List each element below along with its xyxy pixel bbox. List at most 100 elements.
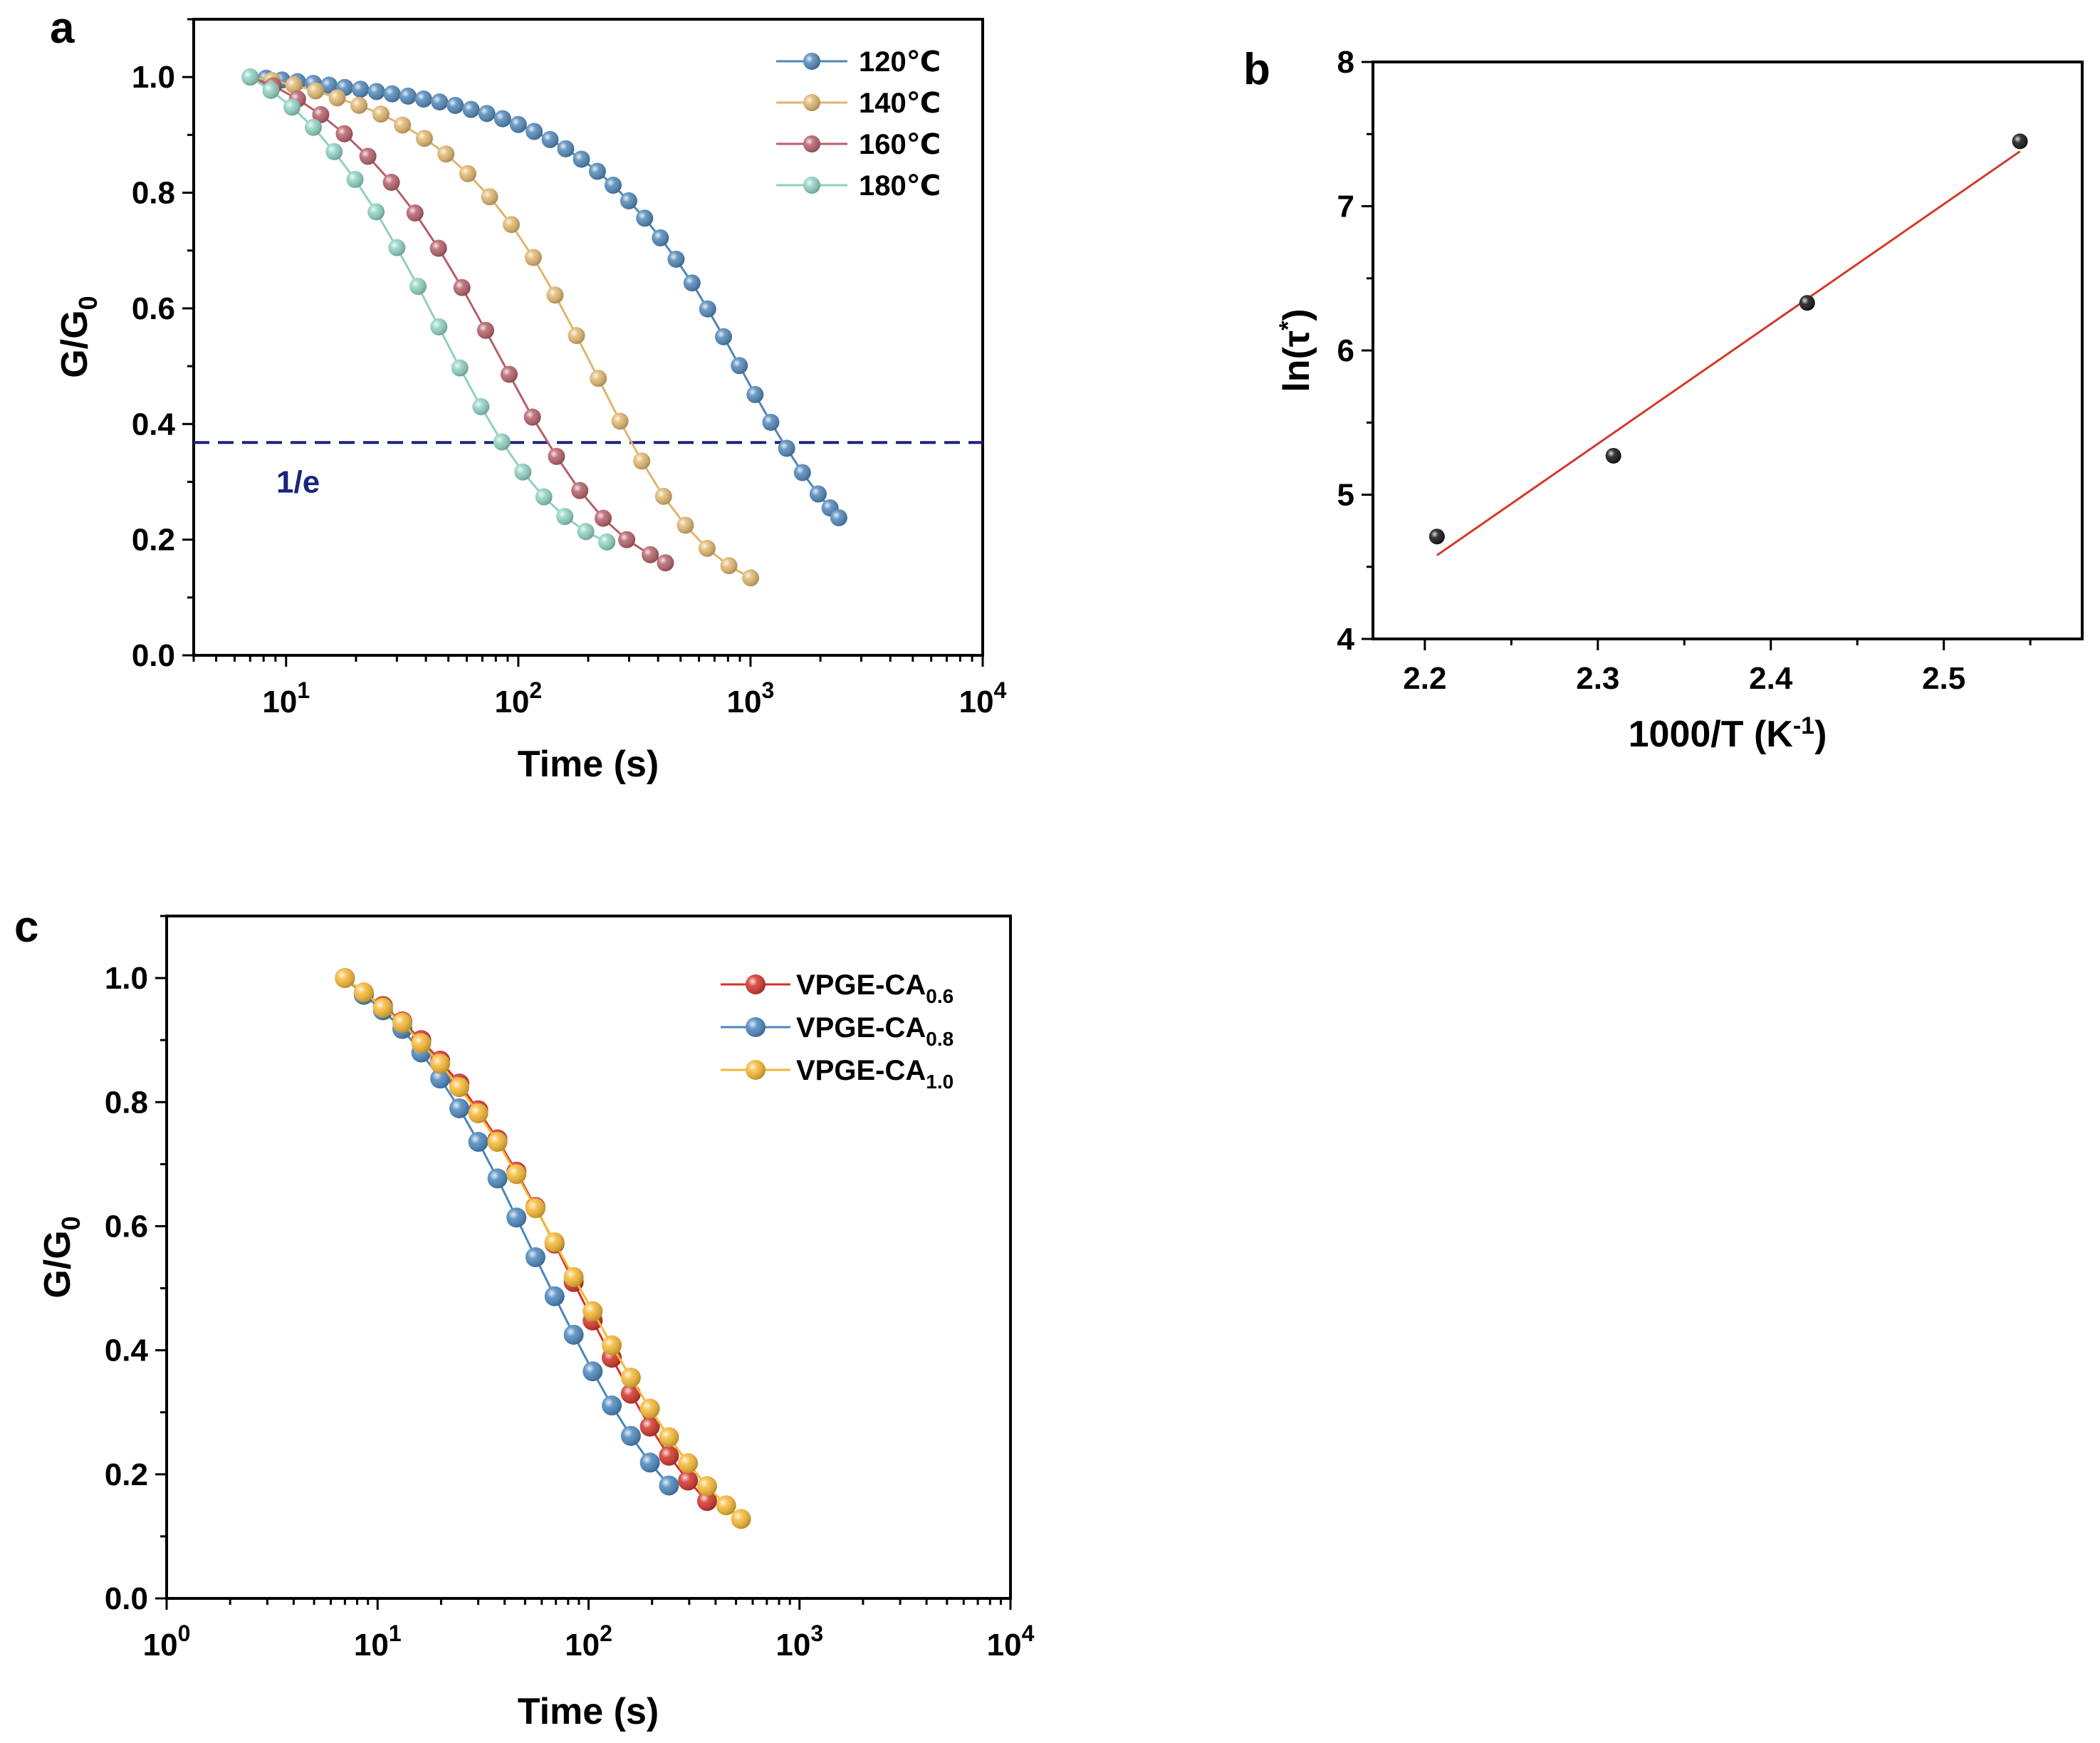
panel-a: a 101 102 103 104 0.0 0.2 0.4 0.6 0.8 1.0 1/e 12… (50, 4, 1007, 785)
panel-a-data-point (604, 176, 622, 194)
panel-a-data-point (526, 123, 543, 140)
panel-a-data-point-shine (548, 447, 565, 465)
panel-a-data-point-shine (523, 408, 541, 426)
panel-c-data-point (335, 968, 355, 989)
panel-c-data-point (430, 1053, 451, 1074)
panel-c-y-tick-label: 1.0 (105, 961, 148, 996)
panel-a-data-point (667, 250, 685, 268)
panel-c-data-point-shine (353, 982, 374, 1003)
panel-a-data-point (611, 412, 629, 430)
panel-a-data-point (478, 105, 496, 123)
panel-a-data-point (642, 546, 659, 563)
panel-a-data-point-shine (577, 523, 595, 541)
panel-a-data-point (346, 170, 364, 188)
panel-a-data-point (500, 365, 518, 383)
panel-c-series-line (344, 977, 742, 1520)
panel-a-data-point (472, 397, 490, 415)
panel-c-data-point (506, 1207, 527, 1228)
panel-a-data-point-shine (307, 82, 325, 100)
panel-c-series-2 (335, 968, 751, 1529)
panel-b-data-point-shine (2012, 133, 2028, 150)
panel-c-data-point-shine (583, 1301, 603, 1321)
panel-c-data-point-shine (544, 1232, 565, 1253)
panel-a-data-point-shine (328, 89, 346, 107)
panel-c-data-point (583, 1361, 603, 1382)
panel-a-data-point-shine (636, 209, 654, 227)
panel-c-legend-label: VPGE-CA0.8 (796, 1012, 954, 1050)
panel-c-y-tick-label: 0.0 (105, 1581, 148, 1616)
panel-a-data-point-shine (388, 239, 406, 256)
panel-a-legend-marker (803, 177, 820, 194)
annotation-1e: 1/e (276, 464, 320, 499)
panel-c-data-point (696, 1491, 717, 1512)
panel-c-data-point-shine (639, 1452, 660, 1473)
panel-a-data-point-shine (359, 147, 377, 165)
panel-c-data-point (659, 1445, 679, 1466)
panel-a-data-point-shine (476, 321, 494, 339)
panel-c-data-point (353, 982, 374, 1003)
panel-a-data-point (430, 318, 448, 335)
panel-c-data-point (506, 1164, 527, 1185)
panel-a-data-point-shine (478, 105, 496, 123)
panel-c-data-point-shine (392, 1012, 412, 1033)
panel-a-y-tick-label: 0.0 (132, 638, 175, 673)
panel-a-data-point-shine (262, 81, 280, 99)
panel-c-y-tick-label: 0.6 (105, 1209, 148, 1244)
panel-c-data-point-shine (563, 1266, 584, 1287)
panel-a-data-point-shine (406, 204, 424, 222)
panel-a-data-point-shine (568, 327, 585, 345)
panel-a-series-1 (241, 68, 760, 587)
panel-c-data-point-shine (696, 1476, 717, 1497)
panel-a-data-point (409, 278, 427, 296)
panel-a-data-point (557, 140, 575, 157)
panel-c-y-tick-label: 0.8 (105, 1085, 148, 1120)
panel-a-data-point (367, 83, 385, 100)
panel-c-data-point (449, 1098, 470, 1118)
panel-c-data-point-shine (449, 1098, 470, 1118)
panel-a-data-point-shine (526, 123, 543, 140)
panel-a-data-point (406, 204, 424, 222)
panel-a-data-point-shine (429, 239, 447, 257)
panel-a-data-point (590, 370, 607, 387)
panel-c-data-point (602, 1395, 622, 1416)
panel-c-series-1 (335, 968, 679, 1496)
panel-a-data-point (451, 359, 469, 377)
panel-b-y-tick-label: 8 (1337, 45, 1354, 80)
panel-c-legend-marker-shine (746, 1060, 766, 1080)
panel-a-legend-label: 140℃ (859, 88, 941, 119)
panel-c-data-point (583, 1301, 603, 1321)
panel-c-data-point (411, 1033, 432, 1053)
panel-b-y-title-main: ln(τ (1276, 331, 1317, 392)
panel-a-data-point (415, 130, 433, 147)
panel-a-data-point (328, 89, 346, 107)
panel-b-y-tick-label: 4 (1337, 622, 1355, 657)
panel-c-data-point (602, 1335, 622, 1356)
panel-c-data-point (639, 1416, 660, 1437)
panel-b-x-title-sup: -1 (1793, 712, 1814, 739)
panel-a-data-point-shine (430, 318, 448, 335)
panel-c-x-tick-label: 104 (987, 1620, 1035, 1663)
panel-b-x-tick-label: 2.4 (1749, 661, 1793, 696)
panel-c-data-point-shine (583, 1361, 603, 1382)
panel-b-x-ticks: 2.2 2.3 2.4 2.5 (1403, 639, 2032, 696)
panel-a-data-point-shine (618, 531, 636, 548)
panel-c-data-point-shine (506, 1207, 527, 1228)
panel-c-data-point (430, 1068, 451, 1089)
panel-b-data-point-shine (1605, 447, 1621, 464)
panel-a-data-point (568, 327, 585, 345)
panel-a-data-point-shine (509, 115, 527, 133)
panel-c-data-point (716, 1495, 736, 1516)
panel-c-data-point (544, 1232, 565, 1253)
panel-c-data-point-shine (731, 1509, 751, 1529)
panel-c-legend: VPGE-CA0.6 VPGE-CA0.8 VPGE-CA1.0 (721, 969, 954, 1093)
panel-c-data-point (468, 1103, 489, 1123)
panel-c-data-point-shine (620, 1425, 641, 1446)
panel-a-data-point (720, 557, 738, 575)
panel-a-legend-marker (803, 135, 820, 152)
panel-b-y-tick-label: 6 (1337, 333, 1354, 368)
panel-a-data-point (414, 90, 432, 108)
panel-a-data-point-shine (571, 482, 589, 499)
panel-a-x-title: Time (s) (518, 744, 659, 785)
panel-a-data-point (312, 105, 330, 123)
